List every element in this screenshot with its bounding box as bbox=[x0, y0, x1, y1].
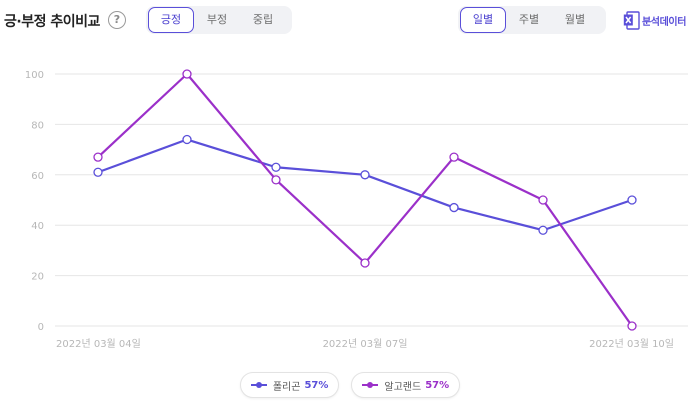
tab-weekly[interactable]: 주별 bbox=[518, 13, 540, 26]
x-tick-label: 2022년 03월 04일 bbox=[56, 338, 141, 350]
chart-title: 긍·부정 추이비교 bbox=[4, 14, 100, 30]
y-axis-ticks: 0 20 40 60 80 100 bbox=[25, 70, 44, 333]
data-point-series-1[interactable] bbox=[627, 195, 637, 205]
x-tick-label: 2022년 03월 07일 bbox=[323, 338, 408, 350]
legend-percent-series-2: 57% bbox=[425, 379, 450, 391]
series-points bbox=[93, 69, 637, 331]
data-point-series-2[interactable] bbox=[93, 152, 103, 162]
tab-daily[interactable]: 일별 bbox=[460, 7, 506, 33]
tab-monthly[interactable]: 월별 bbox=[564, 13, 586, 26]
period-toggle: 일별 주별 월별 bbox=[458, 6, 606, 34]
y-tick-label-0: 0 bbox=[38, 322, 44, 333]
data-point-series-2[interactable] bbox=[449, 152, 459, 162]
data-point-series-1[interactable] bbox=[93, 167, 103, 177]
data-point-series-1[interactable] bbox=[538, 225, 548, 235]
series-line-1 bbox=[97, 138, 633, 232]
data-point-series-2[interactable] bbox=[627, 321, 637, 331]
data-point-series-1[interactable] bbox=[182, 134, 192, 145]
y-tick-label-100: 100 bbox=[25, 70, 44, 81]
tab-positive[interactable]: 긍정 bbox=[148, 7, 194, 33]
series-lines bbox=[97, 72, 633, 327]
y-tick-label-80: 80 bbox=[31, 120, 44, 131]
legend-label-series-1: 폴리곤 bbox=[272, 381, 301, 393]
legend-item-series-2[interactable]: 알고랜드 57% bbox=[351, 372, 461, 398]
tab-neutral[interactable]: 중립 bbox=[252, 13, 274, 26]
excel-icon bbox=[623, 10, 640, 30]
legend-label-series-2: 알고랜드 bbox=[384, 381, 422, 393]
data-point-series-2[interactable] bbox=[360, 258, 370, 268]
y-tick-label-40: 40 bbox=[31, 221, 44, 232]
data-point-series-1[interactable] bbox=[449, 202, 459, 213]
data-point-series-2[interactable] bbox=[182, 69, 192, 79]
chart-header: 긍·부정 추이비교 ? 긍정 부정 중립 일별 주별 월별 분석데이터 bbox=[0, 0, 700, 44]
help-icon[interactable]: ? bbox=[108, 11, 126, 29]
data-point-series-2[interactable] bbox=[271, 175, 281, 185]
export-data-button[interactable]: 분석데이터 bbox=[623, 10, 686, 30]
series-2-marker-icon bbox=[362, 382, 379, 388]
legend-percent-series-1: 57% bbox=[304, 379, 329, 391]
y-tick-label-60: 60 bbox=[31, 171, 44, 182]
data-point-series-1[interactable] bbox=[360, 170, 370, 180]
legend-item-series-1[interactable]: 폴리곤 57% bbox=[239, 372, 340, 398]
export-data-label: 분석데이터 bbox=[642, 16, 687, 28]
x-axis-ticks: 2022년 03월 04일 2022년 03월 07일 2022년 03월 10일 bbox=[56, 338, 674, 350]
x-tick-label: 2022년 03월 10일 bbox=[589, 338, 674, 350]
sentiment-toggle: 긍정 부정 중립 bbox=[146, 6, 292, 34]
tab-negative[interactable]: 부정 bbox=[206, 13, 228, 26]
data-point-series-2[interactable] bbox=[538, 195, 548, 205]
data-point-series-1[interactable] bbox=[271, 162, 281, 172]
y-tick-label-20: 20 bbox=[31, 272, 44, 283]
legend: 폴리곤 57% 알고랜드 57% bbox=[0, 372, 700, 400]
grid-lines bbox=[55, 73, 688, 327]
series-1-marker-icon bbox=[250, 382, 267, 388]
series-line-2 bbox=[97, 72, 633, 327]
